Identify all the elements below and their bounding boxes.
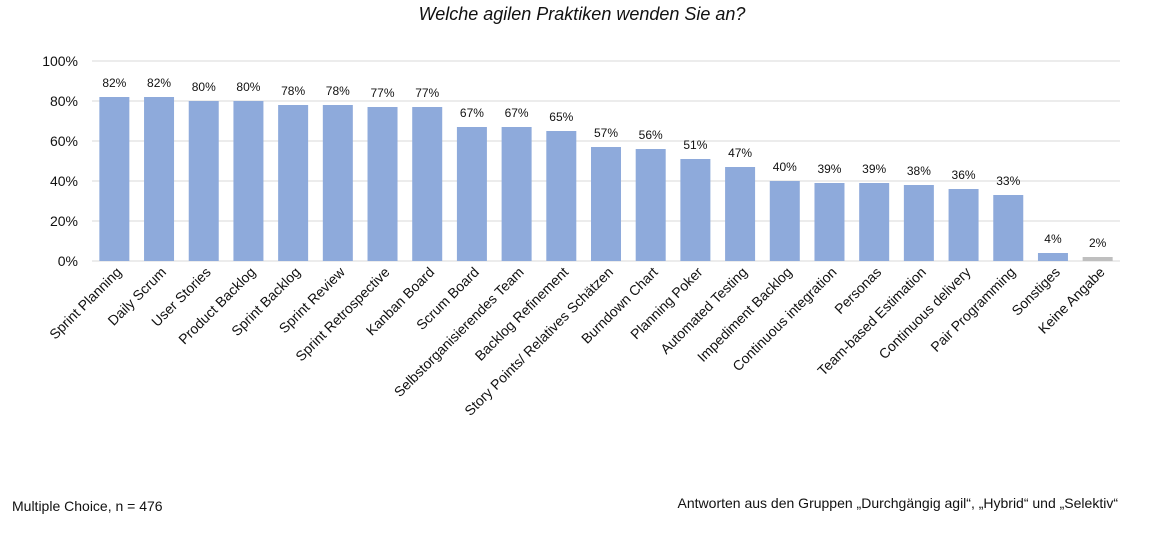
data-label: 80%	[236, 80, 260, 94]
sample-note: Multiple Choice, n = 476	[12, 498, 163, 514]
data-label: 77%	[415, 86, 439, 100]
data-label: 4%	[1044, 232, 1062, 246]
x-tick-label: Pair Programming	[927, 264, 1018, 355]
bar	[322, 105, 353, 261]
data-label: 2%	[1089, 236, 1107, 250]
x-tick-label: Burndown Chart	[578, 264, 661, 347]
data-label: 78%	[326, 84, 350, 98]
data-label: 67%	[460, 106, 484, 120]
bar	[903, 185, 934, 261]
chart-title: Welche agilen Praktiken wenden Sie an?	[418, 4, 746, 24]
data-label: 82%	[147, 76, 171, 90]
data-label: 82%	[102, 76, 126, 90]
bar	[99, 97, 130, 261]
bar	[546, 131, 577, 261]
y-tick-label: 80%	[50, 93, 78, 109]
data-label: 65%	[549, 110, 573, 124]
bar	[1037, 253, 1068, 261]
x-tick-label: Product Backlog	[175, 264, 258, 347]
data-label: 38%	[907, 164, 931, 178]
bar	[412, 107, 443, 261]
data-labels: 82% 82% 80% 80% 78% 78% 77% 77% 67% 67% 65% 57% 56% 5…	[102, 76, 1106, 250]
bar	[144, 97, 175, 261]
y-tick-label: 100%	[42, 53, 78, 69]
bar	[948, 189, 979, 261]
bar	[456, 127, 487, 261]
bar	[1082, 257, 1113, 261]
groups-note: Antworten aus den Gruppen „Durchgängig a…	[677, 495, 1118, 511]
data-label: 36%	[952, 168, 976, 182]
data-label: 40%	[773, 160, 797, 174]
bar	[725, 167, 756, 261]
bar	[501, 127, 532, 261]
bar	[859, 183, 890, 261]
data-label: 78%	[281, 84, 305, 98]
bar	[188, 101, 219, 261]
data-label: 39%	[817, 162, 841, 176]
bar	[993, 195, 1024, 261]
x-tick-label: Sprint Planning	[46, 264, 124, 342]
data-label: 67%	[505, 106, 529, 120]
data-label: 33%	[996, 174, 1020, 188]
data-label: 51%	[683, 138, 707, 152]
data-label: 80%	[192, 80, 216, 94]
data-label: 57%	[594, 126, 618, 140]
y-tick-label: 20%	[50, 213, 78, 229]
data-label: 39%	[862, 162, 886, 176]
y-axis: 0% 20% 40% 60% 80% 100%	[42, 53, 78, 269]
bar	[635, 149, 666, 261]
bar	[278, 105, 309, 261]
bar	[591, 147, 621, 261]
bar	[233, 101, 264, 261]
y-tick-label: 0%	[58, 253, 78, 269]
bar	[769, 181, 800, 261]
data-label: 47%	[728, 146, 752, 160]
y-tick-label: 40%	[50, 173, 78, 189]
bars	[99, 97, 1113, 261]
y-tick-label: 60%	[50, 133, 78, 149]
data-label: 77%	[371, 86, 395, 100]
bar	[814, 183, 845, 261]
data-label: 56%	[639, 128, 663, 142]
bar	[367, 107, 398, 261]
bar	[680, 159, 711, 261]
